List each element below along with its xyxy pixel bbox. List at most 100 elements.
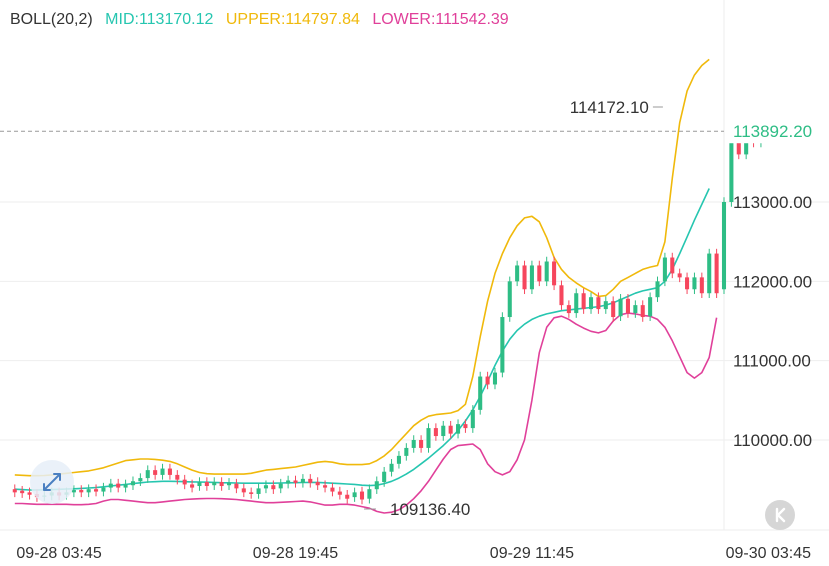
candle-body [396,455,401,464]
candle-body [308,478,313,483]
candle-body [441,425,446,437]
candle-body [94,489,99,492]
candle-body [559,285,564,306]
chevron-left-icon[interactable] [765,500,795,530]
candle-body [145,470,150,479]
candle-body [278,483,283,489]
legend: BOLL(20,2) MID:113170.12 UPPER:114797.84… [10,11,509,28]
candle-body [611,301,616,318]
candle-body [234,483,239,489]
y-tick-label: 113000.00 [733,193,812,212]
candle-body [367,489,372,499]
candle-body [603,301,608,310]
candle-body [130,481,136,486]
candle-body [337,491,342,495]
candle-body [574,293,579,314]
candle-body [588,297,594,310]
lower-value: LOWER:111542.39 [372,11,508,28]
candle-body [79,489,84,493]
series-line-upper [14,58,710,477]
band-layer [14,58,718,514]
candle-body [729,122,734,202]
candle-body [522,265,527,290]
candle-body [655,281,660,298]
candle-body [662,257,667,282]
candle-body [433,428,438,437]
series-line-mid [14,188,710,491]
candle-body [241,488,246,493]
candle-body [359,491,365,500]
candle-body [448,425,453,434]
candle-body [345,494,350,499]
mid-value: MID:113170.12 [105,11,213,28]
candle-body [411,440,416,448]
candle-layer [12,117,763,505]
candle-body [101,487,106,492]
candle-body [625,298,630,314]
candle-body [515,265,520,282]
candle-body [293,480,298,483]
candle-body [463,424,468,429]
x-tick-label: 09-28 03:45 [16,545,102,562]
candle-body [685,277,690,290]
candle-body [529,265,534,290]
candle-body [123,484,128,488]
candle-body [537,265,542,282]
current-price-bg [726,117,828,144]
high-price-label: 114172.10 [570,98,649,117]
expand-arrows-icon[interactable] [30,460,74,504]
candle-body [544,261,549,282]
candle-body [86,489,91,493]
candle-body [426,428,431,448]
candle-body [500,317,505,373]
candle-body [315,482,320,486]
candle-body [478,376,483,410]
candle-body [71,489,76,493]
candle-body [286,480,291,484]
upper-value: UPPER:114797.84 [226,11,360,28]
candle-body [263,485,268,489]
candle-body [153,470,158,475]
x-tick-label: 09-30 03:45 [726,545,812,562]
candle-body [648,297,653,317]
candle-body [108,483,113,488]
candle-body [204,482,209,487]
y-tick-label: 111000.00 [733,352,811,371]
candle-body [20,490,25,494]
candle-body [699,277,704,294]
candle-body [116,483,121,488]
candle-body [212,482,217,486]
indicator-label: BOLL(20,2) [10,11,93,28]
candle-body [256,488,261,494]
candle-body [374,481,379,490]
candle-body [566,305,571,314]
axis-layer: 113000.00 112000.00 111000.00 110000.00 09-2… [16,193,812,562]
candle-body [707,253,712,294]
x-tick-label: 09-28 19:45 [253,545,339,562]
candle-body [721,202,727,290]
candle-body [300,478,305,483]
y-tick-label: 110000.00 [733,431,812,450]
candle-body [12,489,17,493]
candle-body [492,372,498,385]
candle-body [670,257,675,274]
candle-body [692,277,697,290]
candle-body [167,468,172,475]
candle-body [677,273,682,278]
candle-body [175,474,180,480]
candle-body [596,297,601,310]
candle-body [470,409,475,429]
candle-body [382,471,387,483]
series-line-lower [14,312,718,514]
candle-body [330,487,335,492]
candle-body [633,305,638,314]
candle-body [27,492,32,495]
candle-body [352,492,357,498]
candle-body [419,440,424,448]
annotation-layer: 113892.20 114172.10 109136.40 [0,98,828,519]
candle-body [271,485,276,490]
candle-body [581,293,586,310]
candle-body [389,463,394,472]
